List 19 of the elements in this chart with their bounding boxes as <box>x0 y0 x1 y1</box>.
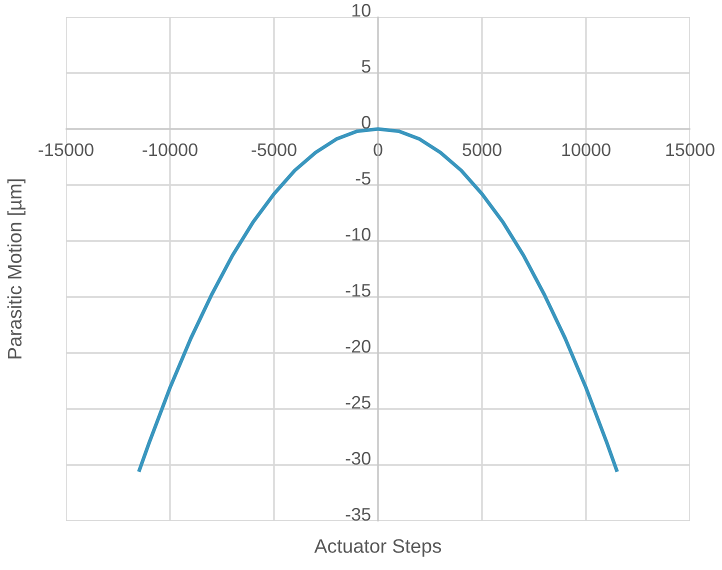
y-tick-label: -15 <box>346 284 370 297</box>
x-tick-label: 15000 <box>666 143 714 156</box>
y-tick-label: 0 <box>362 116 370 129</box>
x-tick-label: -5000 <box>252 143 296 156</box>
y-tick-label: 10 <box>352 4 370 17</box>
x-axis-title: Actuator Steps <box>314 539 442 557</box>
y-tick-label: -35 <box>346 508 370 521</box>
y-tick-label: 5 <box>362 60 370 73</box>
y-tick-label: -10 <box>346 228 370 241</box>
x-tick-label: 0 <box>374 143 382 156</box>
x-tick-label: 10000 <box>562 143 610 156</box>
x-tick-label: 5000 <box>462 143 502 156</box>
x-tick-label: -10000 <box>142 143 198 156</box>
x-tick-label: -15000 <box>38 143 94 156</box>
y-tick-label: -20 <box>346 340 370 353</box>
y-axis-title: Parasitic Motion [µm] <box>7 179 26 358</box>
y-tick-label: -30 <box>346 452 370 465</box>
y-tick-label: -5 <box>356 172 370 185</box>
y-tick-label: -25 <box>346 396 370 409</box>
